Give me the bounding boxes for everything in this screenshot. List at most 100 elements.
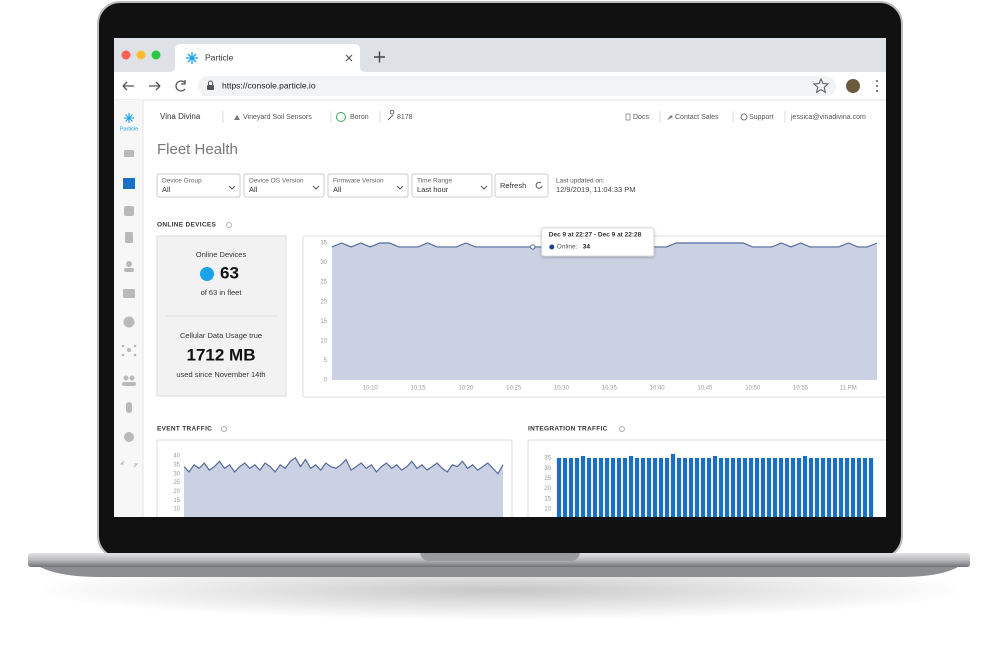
y-tick-label: 35: [320, 241, 327, 247]
bar: [670, 453, 676, 517]
sidebar: [114, 100, 143, 517]
bar: [700, 458, 706, 517]
filter-select[interactable]: [411, 173, 493, 198]
x-tick-label: 10:10: [363, 386, 379, 392]
bar: [664, 458, 670, 517]
fleet-size: of 63 in fleet: [201, 288, 243, 297]
bar: [712, 455, 718, 517]
section-title: INTEGRATION TRAFFIC: [528, 426, 608, 433]
info-icon[interactable]: [221, 426, 227, 432]
bar: [694, 458, 700, 517]
chevron: [480, 185, 488, 190]
bar: [628, 455, 634, 517]
bar: [772, 458, 778, 517]
org-name[interactable]: Vina Divina: [160, 112, 201, 121]
hover-point: [530, 244, 536, 250]
filter-label: Device OS Version: [249, 178, 304, 185]
last-updated: 12/9/2019, 11:04:33 PM: [556, 185, 636, 194]
filter-label: Time Range: [417, 178, 453, 185]
sidebar-icons[interactable]: [119, 150, 139, 468]
filter-label: Firmware Version: [333, 178, 384, 185]
zoom-button[interactable]: [151, 50, 161, 60]
laptop-base-bottom: [40, 567, 958, 577]
docs-link[interactable]: Docs: [633, 114, 649, 121]
bar: [646, 458, 652, 517]
bar: [766, 458, 772, 517]
bar: [568, 458, 574, 517]
y-tick-label: 40: [173, 454, 180, 460]
y-tick-label: 35: [173, 462, 180, 468]
bar: [796, 458, 802, 517]
menu-button[interactable]: [876, 80, 878, 92]
reload-button[interactable]: [175, 80, 186, 92]
y-tick-label: 0: [324, 378, 328, 384]
screen: Particle https://console.particle.io Par…: [114, 38, 886, 517]
user-menu[interactable]: jessica@vinadivina.com: [790, 114, 866, 121]
filter-select[interactable]: [243, 173, 325, 198]
x-tick-label: 10:40: [650, 386, 666, 392]
y-tick-label: 20: [544, 486, 551, 492]
x-tick-label: 10:35: [602, 386, 618, 392]
sales-icon: [667, 115, 673, 120]
back-button[interactable]: [122, 81, 134, 91]
y-tick-label: 30: [173, 471, 180, 477]
data-usage-title: Cellular Data Usage true: [180, 331, 262, 340]
active-tab[interactable]: [170, 44, 366, 72]
refresh-label[interactable]: Refresh: [500, 181, 526, 190]
forward-button[interactable]: [149, 81, 161, 91]
bar: [688, 458, 694, 517]
section-title: EVENT TRAFFIC: [157, 426, 212, 433]
bar: [862, 458, 868, 517]
area: [184, 457, 503, 517]
bar: [868, 458, 874, 517]
close-button[interactable]: [121, 50, 131, 60]
y-tick-label: 15: [320, 319, 327, 325]
charts: 0 5 10 15 20 25 30 35 10:10 10:15 10:20 10:25 10:30 1…: [173, 227, 878, 517]
info-icon[interactable]: [226, 222, 232, 228]
refresh-icon: [535, 181, 543, 189]
filter-select[interactable]: [156, 173, 241, 198]
line: [183, 456, 504, 475]
bar: [706, 458, 712, 517]
chevron: [228, 185, 236, 190]
info-icon[interactable]: [619, 426, 625, 432]
filter-value: Last hour: [417, 185, 449, 194]
y-tick-label: 20: [320, 299, 327, 305]
contact-sales-link[interactable]: Contact Sales: [675, 114, 719, 121]
bar: [604, 458, 610, 517]
platform-icon: [336, 112, 346, 122]
bar: [724, 458, 730, 517]
tooltip-title: Dec 9 at 22:27 - Dec 9 at 22:28: [549, 232, 642, 239]
product-name[interactable]: Vineyard Soil Sensors: [243, 114, 312, 121]
new-tab[interactable]: [374, 51, 385, 63]
docs-icon: [625, 113, 631, 121]
x-tick-label: 11 PM: [840, 386, 857, 392]
minimize-button[interactable]: [136, 50, 146, 60]
y-tick-label: 10: [320, 338, 327, 344]
bar: [742, 458, 748, 517]
y-tick-label: 15: [544, 496, 551, 502]
bar: [856, 458, 862, 517]
bar: [850, 458, 856, 517]
bar: [736, 458, 742, 517]
bar: [556, 458, 562, 517]
url[interactable]: https://console.particle.io: [222, 80, 316, 90]
support-icon: [740, 113, 748, 121]
last-updated-label: Last updated on:: [556, 178, 605, 185]
y-tick-label: 5: [324, 358, 328, 364]
data-usage-since: used since November 14th: [176, 370, 265, 379]
y-tick-label: 35: [544, 456, 551, 462]
bar: [826, 458, 832, 517]
key-icon: [387, 109, 395, 121]
tooltip-label: Online:: [557, 244, 578, 251]
support-link[interactable]: Support: [749, 114, 774, 121]
x-tick-label: 10:50: [745, 386, 761, 392]
profile-avatar[interactable]: [846, 79, 860, 93]
tab-close[interactable]: [345, 54, 353, 62]
omnibox[interactable]: [198, 76, 836, 96]
filter-select[interactable]: [327, 173, 409, 198]
refresh-button[interactable]: [494, 173, 549, 198]
bookmark-star[interactable]: [812, 77, 830, 94]
filter-value: All: [333, 185, 342, 194]
tooltip-value: 34: [583, 244, 591, 251]
